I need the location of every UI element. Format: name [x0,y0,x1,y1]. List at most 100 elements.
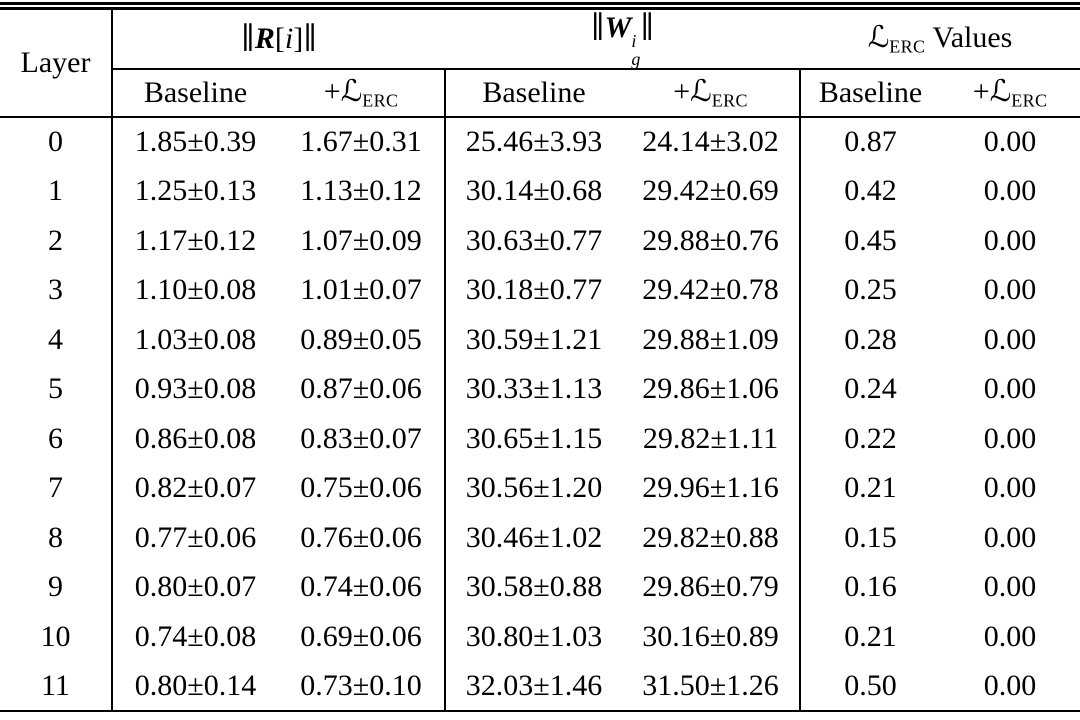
w-baseline-cell: 30.63±0.77 [465,223,603,257]
r-erc-cell: 0.73±0.10 [278,661,447,711]
r-baseline-cell: 0.86±0.08 [134,421,257,455]
w-baseline-cell: 32.03±1.46 [465,668,603,702]
l-erc-cell: 0.00 [983,174,1037,208]
l-erc-cell: 0.00 [983,619,1037,653]
w-erc-cell: 29.88±1.09 [622,314,802,365]
r-erc-cell: 0.89±0.05 [278,314,447,365]
l-erc-cell: 0.00 [983,273,1037,307]
w-erc-cell: 29.86±0.79 [622,562,802,612]
r-erc-cell: 0.74±0.06 [278,562,447,612]
r-erc-cell: 0.87±0.06 [278,364,447,414]
table-header: Layer ∥R[i]∥ ∥W i g ∥ ℒERC Values Baseline … [0,6,1080,118]
erc-values-group-header: ℒERC Values [800,6,1080,70]
l-baseline-cell: 0.21 [844,619,897,653]
r-baseline-cell: 1.10±0.08 [134,273,257,307]
r-baseline-cell: 1.85±0.39 [134,125,257,159]
w-erc-cell: 30.16±0.89 [622,611,802,662]
erc-subscript: ERC [711,90,748,111]
index-i: i [284,22,294,56]
table-row: 6 0.86±0.08 0.83±0.07 30.65±1.15 29.82±1.11 0… [0,413,1080,464]
r-baseline-cell: 0.74±0.08 [134,619,257,653]
table-row: 11 0.80±0.14 0.73±0.10 32.03±1.46 31.50±1.26… [0,661,1080,711]
w-baseline-cell: 30.65±1.15 [465,421,603,455]
norm-open-symbol: ∥ [240,22,255,56]
l-baseline-cell: 0.25 [844,273,897,307]
layer-cell: 11 [0,661,113,711]
l-baseline-cell: 0.87 [844,125,897,159]
w-erc-cell: 29.82±0.88 [622,512,802,563]
l-baseline-cell: 0.22 [844,421,897,455]
r-baseline-cell: 0.82±0.07 [134,471,257,505]
w-erc-cell: 29.42±0.78 [622,265,802,315]
l-baseline-cell: 0.28 [844,322,897,356]
l-baseline-cell: 0.24 [844,372,897,406]
norm-open-symbol: ∥ [590,11,605,44]
r-norm-group-header: ∥R[i]∥ [112,6,446,70]
layer-cell: 10 [0,611,113,662]
r-baseline-cell: 0.93±0.08 [134,372,257,406]
r-baseline-cell: 0.77±0.06 [134,520,257,554]
l-baseline-header: Baseline [800,68,941,118]
w-norm-group-header: ∥W i g ∥ [445,6,801,70]
table-row: 1 1.25±0.13 1.13±0.12 30.14±0.68 29.42±0.69 0… [0,166,1080,216]
table-row: 10 0.74±0.08 0.69±0.06 30.80±1.03 30.16±0.89… [0,611,1080,662]
w-baseline-cell: 30.14±0.68 [465,174,603,208]
group-header-row: Layer ∥R[i]∥ ∥W i g ∥ ℒERC Values [0,6,1080,118]
sub-header-row: Baseline +ℒERC Baseline +ℒERC Baseline +… [0,68,1080,118]
w-erc-cell: 29.82±1.11 [622,413,802,464]
w-baseline-cell: 30.59±1.21 [465,322,603,356]
r-baseline-cell: 1.25±0.13 [134,174,257,208]
table-row: 0 1.85±0.39 1.67±0.31 25.46±3.93 24.14±3.02 0… [0,116,1080,167]
bracket-close: ] [293,22,304,56]
r-erc-cell: 0.75±0.06 [278,463,447,513]
w-erc-cell: 29.96±1.16 [622,463,802,513]
layer-cell: 7 [0,463,113,513]
l-baseline-cell: 0.45 [844,223,897,257]
table-row: 8 0.77±0.06 0.76±0.06 30.46±1.02 29.82±0.88 0… [0,512,1080,563]
w-erc-header: +ℒERC [622,68,802,118]
baseline-label: Baseline [818,75,923,109]
norm-close-symbol: ∥ [303,22,318,56]
r-erc-cell: 0.83±0.07 [278,413,447,464]
l-erc-cell: 0.00 [983,372,1037,406]
w-superscript-i: i [631,30,637,51]
l-baseline-cell: 0.16 [844,570,897,604]
r-baseline-cell: 1.03±0.08 [134,322,257,356]
table-body: 0 1.85±0.39 1.67±0.31 25.46±3.93 24.14±3.02 0… [0,116,1080,711]
w-erc-cell: 29.86±1.06 [622,364,802,414]
l-baseline-cell: 0.50 [844,668,897,702]
w-baseline-cell: 30.80±1.03 [465,619,603,653]
r-symbol: R [254,22,275,56]
erc-subscript: ERC [362,90,399,111]
r-erc-cell: 1.13±0.12 [278,166,447,216]
layer-cell: 8 [0,512,113,563]
layer-cell: 5 [0,364,113,414]
norm-close-symbol: ∥ [640,11,655,44]
baseline-label: Baseline [143,75,248,109]
w-erc-cell: 31.50±1.26 [622,661,802,711]
plus-sign: + [323,75,341,109]
w-baseline-cell: 30.58±0.88 [465,570,603,604]
erc-subscript: ERC [1011,90,1048,111]
table-row: 9 0.80±0.07 0.74±0.06 30.58±0.88 29.86±0.79 0… [0,562,1080,612]
w-baseline-cell: 25.46±3.93 [465,125,603,159]
l-erc-cell: 0.00 [983,322,1037,356]
w-erc-cell: 29.88±0.76 [622,215,802,266]
l-erc-cell: 0.00 [983,125,1037,159]
w-baseline-cell: 30.33±1.13 [465,372,603,406]
l-baseline-cell: 0.15 [844,520,897,554]
r-erc-cell: 0.76±0.06 [278,512,447,563]
l-erc-cell: 0.00 [983,668,1037,702]
values-label: Values [925,21,1013,55]
layer-cell: 2 [0,215,113,266]
script-l-symbol: ℒ [340,74,363,110]
w-erc-cell: 24.14±3.02 [622,116,802,167]
script-l-symbol: ℒ [867,20,890,56]
l-erc-cell: 0.00 [983,471,1037,505]
erc-subscript: ERC [889,36,926,57]
plus-sign: + [673,75,691,109]
plus-sign: + [972,75,990,109]
table-row: 3 1.10±0.08 1.01±0.07 30.18±0.77 29.42±0.78 0… [0,265,1080,315]
l-erc-cell: 0.00 [983,421,1037,455]
